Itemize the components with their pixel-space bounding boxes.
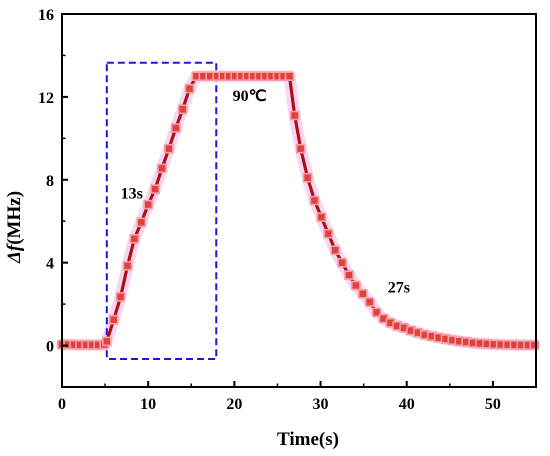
data-point xyxy=(316,212,327,222)
y-tick-label: 4 xyxy=(46,256,54,273)
annotation-label: 27s xyxy=(388,280,410,297)
data-point xyxy=(357,288,368,299)
data-point xyxy=(102,336,112,347)
data-point xyxy=(177,104,188,115)
data-point xyxy=(295,143,306,154)
y-tick-label: 0 xyxy=(46,339,54,356)
data-point xyxy=(284,71,295,81)
data-point xyxy=(143,199,153,210)
y-axis-title-unit: (MHz) xyxy=(4,191,25,245)
data-point xyxy=(157,163,167,174)
y-tick-label: 16 xyxy=(38,7,54,24)
data-point xyxy=(129,234,140,244)
data-point xyxy=(351,280,361,291)
highlight-box-layer xyxy=(105,61,218,361)
data-point xyxy=(115,292,126,302)
plot-frame xyxy=(61,13,537,388)
data-point xyxy=(344,270,354,280)
x-tick-label: 30 xyxy=(313,396,329,413)
data-point xyxy=(136,217,147,228)
y-tick-label: 12 xyxy=(38,90,54,107)
data-point xyxy=(150,184,160,194)
plot-border xyxy=(61,13,537,388)
annotations: 13s 90℃ 27s xyxy=(121,88,410,297)
series-layer xyxy=(57,71,540,350)
data-point xyxy=(164,143,174,154)
x-tick-label: 40 xyxy=(399,396,415,413)
x-tick-label: 10 xyxy=(140,396,156,413)
y-axis-title-symbol: Δf xyxy=(4,243,25,264)
data-point xyxy=(337,257,347,268)
data-point xyxy=(302,172,313,183)
data-point xyxy=(184,83,195,94)
data-point xyxy=(371,307,382,318)
data-point xyxy=(529,340,540,350)
data-point xyxy=(108,314,119,325)
data-point xyxy=(364,297,375,307)
x-axis-title: Time(s) xyxy=(277,429,339,450)
data-point xyxy=(122,260,133,271)
highlight-box xyxy=(105,61,218,361)
annotation-label: 90℃ xyxy=(233,88,267,105)
axis-ticks: 0 10 20 30 40 50 0 4 8 12 16 xyxy=(38,7,501,413)
annotation-label: 13s xyxy=(121,185,143,202)
y-tick-label: 8 xyxy=(46,173,54,190)
data-point xyxy=(330,245,341,255)
x-tick-label: 0 xyxy=(58,396,66,413)
data-point xyxy=(171,123,181,133)
data-point xyxy=(323,228,334,239)
y-axis-title: Δf(MHz) xyxy=(4,191,25,264)
data-point xyxy=(289,110,300,121)
x-tick-label: 50 xyxy=(485,396,501,413)
x-tick-label: 20 xyxy=(226,396,242,413)
data-point xyxy=(309,195,320,206)
